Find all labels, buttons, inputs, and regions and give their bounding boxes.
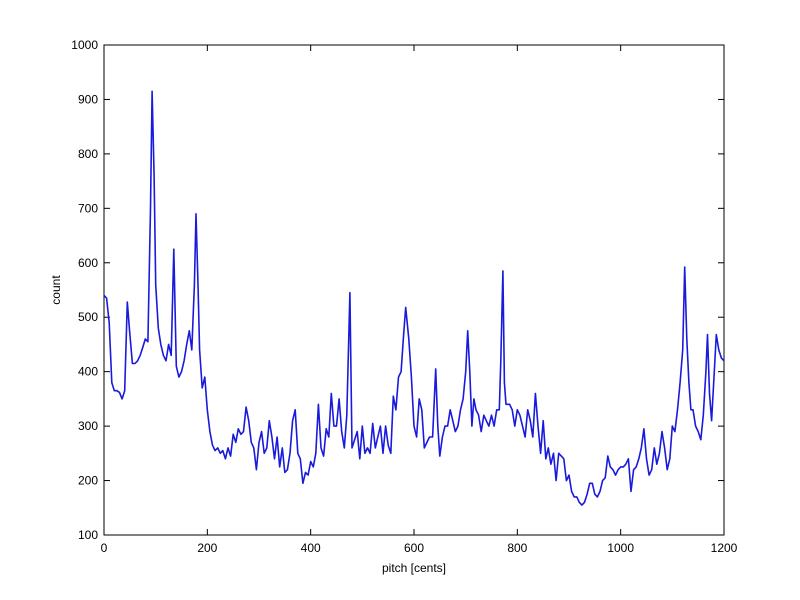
y-tick-label: 1000 <box>71 38 98 52</box>
x-axis-label: pitch [cents] <box>382 561 446 575</box>
y-tick-label: 400 <box>78 365 98 379</box>
y-tick-label: 300 <box>78 419 98 433</box>
y-tick-label: 700 <box>78 201 98 215</box>
data-line <box>103 90 725 506</box>
y-tick-label: 500 <box>78 310 98 324</box>
y-axis-label: count <box>49 275 63 305</box>
x-tick-label: 200 <box>197 541 217 555</box>
y-tick-label: 100 <box>78 528 98 542</box>
x-tick-label: 1000 <box>607 541 634 555</box>
x-tick-label: 800 <box>507 541 527 555</box>
x-tick-label: 0 <box>101 541 108 555</box>
y-tick-label: 900 <box>78 92 98 106</box>
y-tick-label: 600 <box>78 256 98 270</box>
y-tick-label: 200 <box>78 474 98 488</box>
plot-frame <box>103 44 725 536</box>
x-tick-label: 1200 <box>711 541 738 555</box>
x-tick-label: 600 <box>404 541 424 555</box>
x-tick-label: 400 <box>301 541 321 555</box>
y-tick-label: 800 <box>78 147 98 161</box>
